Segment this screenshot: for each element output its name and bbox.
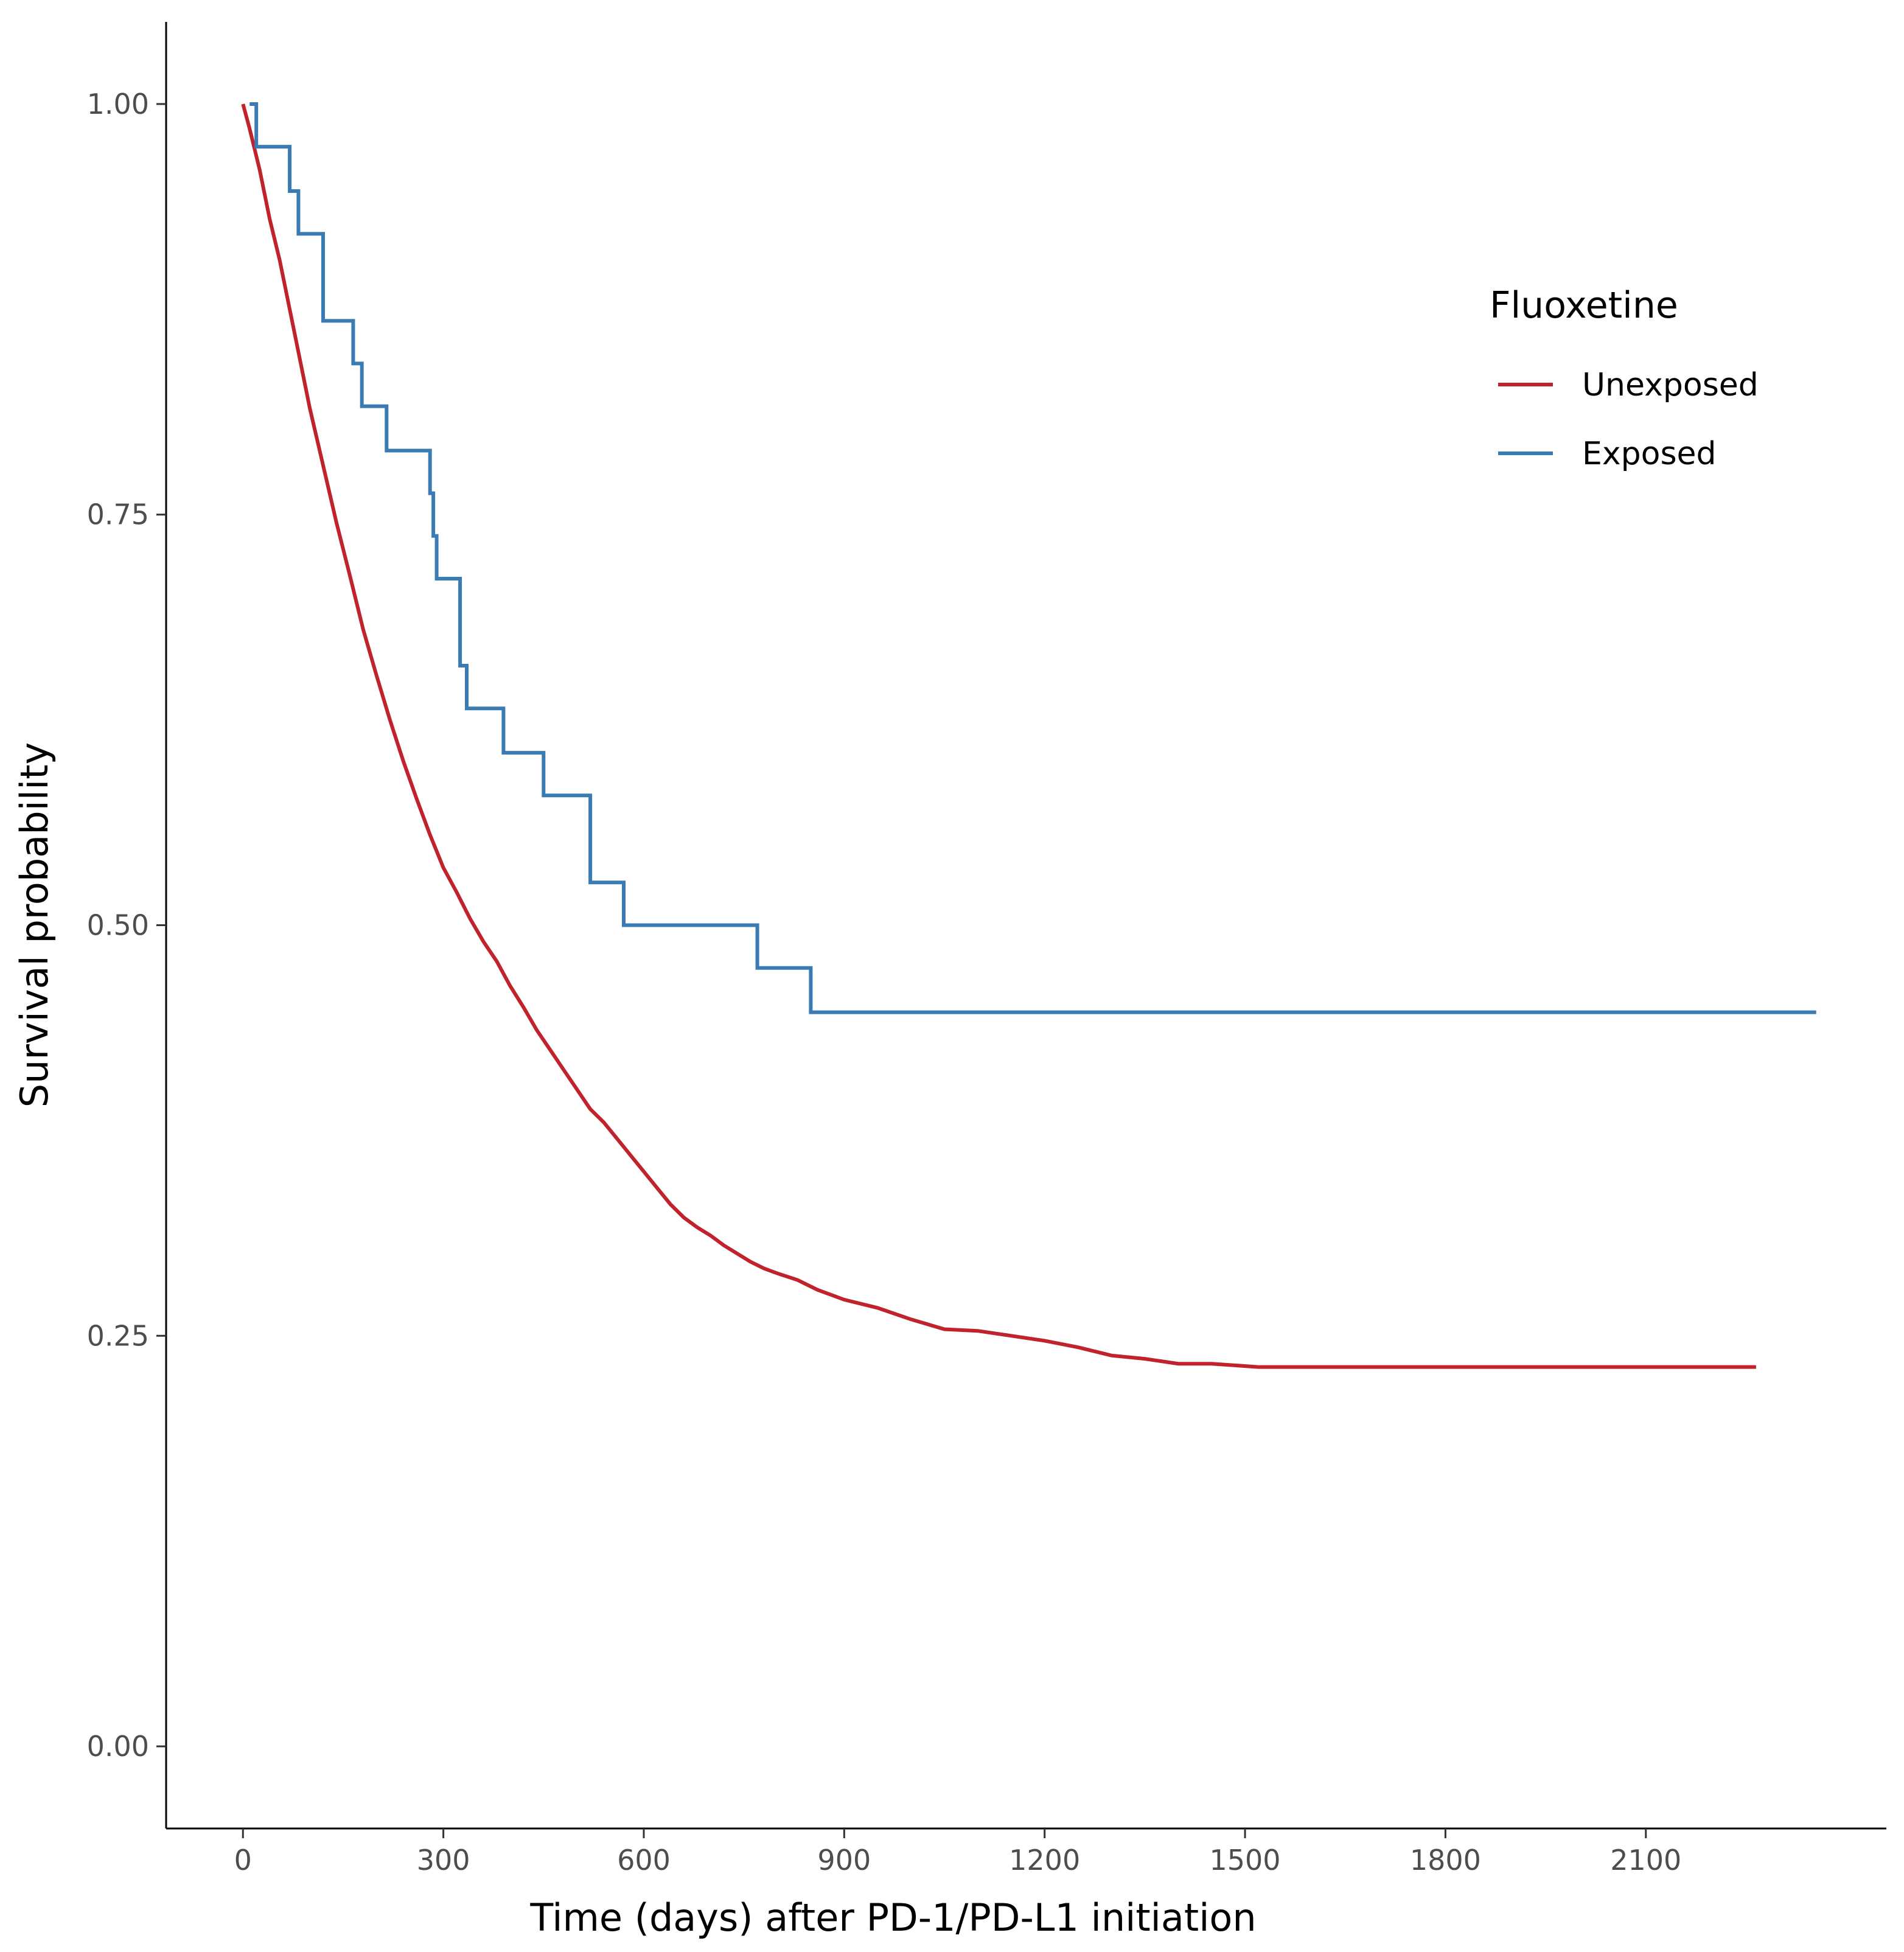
x-tick-label: 1800 [1410, 1844, 1481, 1877]
x-tick-label: 2100 [1610, 1844, 1681, 1877]
plot-area [241, 102, 1816, 1369]
y-tick-label: 0.75 [87, 498, 149, 531]
x-axis-title: Time (days) after PD-1/PD-L1 initiation [529, 1895, 1256, 1940]
x-tick-label: 300 [417, 1844, 470, 1877]
series-line-exposed [249, 102, 1816, 1014]
y-tick-label: 0.00 [87, 1730, 149, 1763]
x-axis-ticks: 0 300 600 900 1200 1500 1800 2100 [234, 1828, 1681, 1877]
x-tick-label: 1500 [1210, 1844, 1281, 1877]
legend: Fluoxetine Unexposed Exposed [1490, 284, 1759, 472]
y-tick-label: 0.50 [87, 909, 149, 942]
legend-label-unexposed: Unexposed [1582, 367, 1759, 403]
x-tick-label: 900 [817, 1844, 871, 1877]
legend-title: Fluoxetine [1490, 284, 1678, 327]
x-tick-label: 1200 [1009, 1844, 1080, 1877]
y-tick-label: 0.25 [87, 1319, 149, 1352]
y-axis-ticks: 0.00 0.25 0.50 0.75 1.00 [87, 88, 166, 1763]
y-tick-label: 1.00 [87, 88, 149, 120]
series-line-unexposed [241, 103, 1756, 1369]
legend-label-exposed: Exposed [1582, 436, 1717, 472]
x-tick-label: 0 [234, 1844, 252, 1877]
y-axis-title: Survival probability [12, 742, 57, 1107]
x-tick-label: 600 [617, 1844, 671, 1877]
